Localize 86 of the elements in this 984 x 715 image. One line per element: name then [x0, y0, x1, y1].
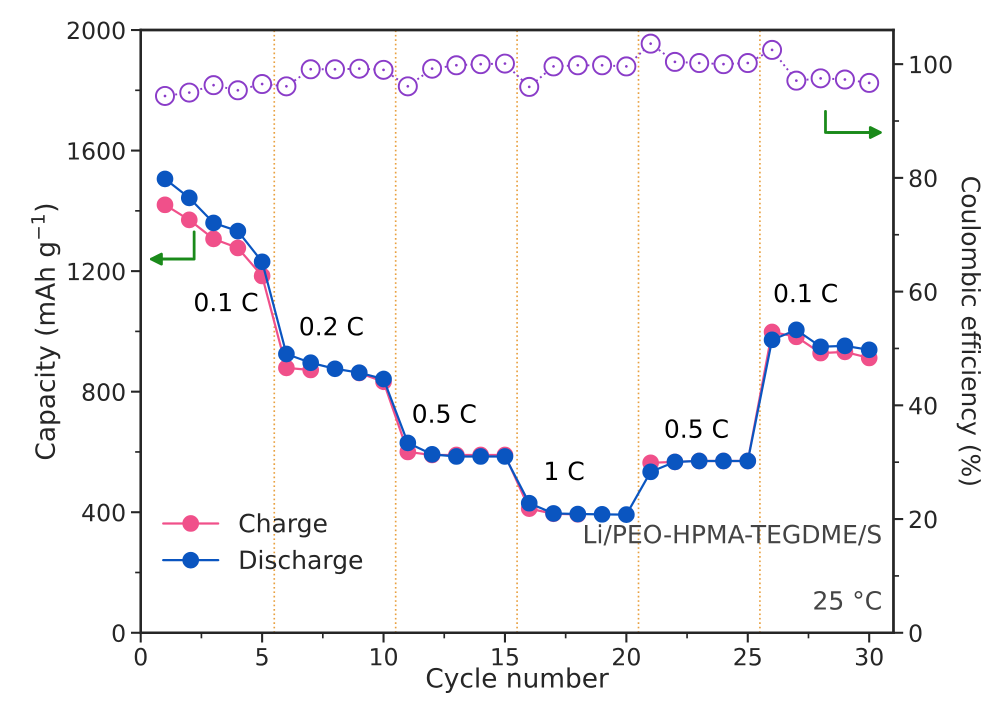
point: [300, 59, 321, 80]
point: [812, 338, 829, 356]
legend-label: Discharge: [240, 550, 362, 574]
point: [446, 55, 466, 76]
point: [230, 240, 246, 256]
point: [422, 58, 442, 79]
y-tick-label: 2000: [68, 21, 125, 40]
y-tick-label: 1600: [68, 142, 125, 160]
point: [324, 59, 345, 80]
point: [230, 222, 246, 240]
point: [664, 52, 685, 72]
y2-tick-label: 100: [910, 56, 952, 74]
point: [836, 338, 854, 354]
point: [689, 53, 710, 74]
point: [302, 354, 320, 372]
point: [180, 212, 198, 228]
point: [374, 60, 394, 80]
x-tick-label: 0: [134, 648, 147, 666]
point: [544, 56, 564, 76]
point: [616, 56, 636, 76]
y-axis-title: Capacity (mAh g$^{−1}$): [31, 204, 60, 460]
point: [276, 76, 296, 96]
point: [834, 70, 855, 90]
point: [810, 68, 831, 88]
point: [494, 54, 515, 74]
point: [278, 360, 295, 376]
point: [179, 82, 200, 103]
y-tick-label: 800: [82, 383, 125, 401]
point: [594, 506, 610, 523]
y-tick-label: 1200: [68, 262, 125, 280]
y2-tick-label: 0: [910, 624, 922, 642]
x-tick-label: 20: [613, 648, 640, 666]
annotation: 0.1 C: [774, 284, 837, 302]
x-axis-title: Cycle number: [426, 667, 609, 693]
x-tick-label: 15: [492, 648, 518, 666]
annotation: 0.2 C: [300, 316, 363, 336]
point: [180, 190, 198, 206]
annotation: 0.5 C: [666, 419, 728, 438]
point: [640, 34, 661, 54]
x-tick-label: 25: [734, 648, 761, 666]
point: [156, 170, 174, 188]
point: [859, 72, 880, 93]
point: [713, 54, 734, 74]
annotation: 0.1 C: [195, 292, 258, 312]
point: [228, 80, 248, 100]
point: [738, 53, 758, 74]
point: [205, 230, 222, 248]
point: [788, 322, 805, 338]
point: [470, 54, 491, 74]
x-tick-label: 30: [856, 648, 883, 666]
point: [642, 464, 659, 480]
x-tick-label: 5: [256, 648, 268, 666]
y2-tick-label: 60: [910, 283, 937, 301]
y2-tick-label: 40: [909, 396, 937, 415]
point: [520, 494, 538, 512]
point: [204, 75, 224, 96]
point: [254, 253, 270, 270]
point: [568, 55, 588, 76]
point: [205, 214, 222, 232]
annotation: 1 C: [546, 461, 584, 480]
annotation: Li/PEO-HPMA-TEGDME/S: [585, 524, 881, 546]
point: [764, 332, 780, 348]
x-tick-label: 10: [371, 648, 397, 666]
point: [399, 434, 416, 452]
point: [786, 70, 806, 91]
point: [860, 341, 878, 358]
y2-tick-label: 20: [910, 510, 937, 528]
point: [349, 58, 370, 79]
point: [278, 346, 295, 362]
point: [592, 55, 612, 76]
point: [375, 370, 392, 388]
y-tick-label: 400: [82, 504, 125, 522]
point: [156, 196, 174, 214]
point: [618, 506, 635, 523]
point: [519, 76, 540, 97]
point: [762, 40, 782, 60]
point: [154, 86, 175, 106]
annotation: 25 °C: [814, 590, 881, 610]
point: [252, 74, 272, 94]
point: [326, 360, 344, 378]
point: [398, 76, 418, 96]
annotation: 0.5 C: [413, 404, 476, 424]
y2-tick-label: 80: [910, 169, 937, 188]
y-tick-label: 0: [112, 624, 125, 642]
legend-label: Charge: [240, 513, 327, 538]
y2-axis-title: Coulombic efficiency (%): [956, 177, 981, 485]
